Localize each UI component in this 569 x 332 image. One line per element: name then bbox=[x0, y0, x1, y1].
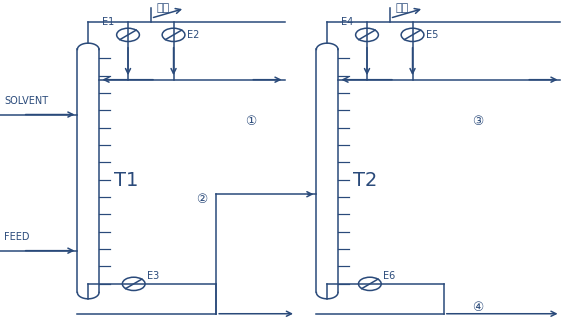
Text: ④: ④ bbox=[472, 300, 484, 314]
Text: E1: E1 bbox=[101, 17, 114, 27]
Text: FEED: FEED bbox=[4, 232, 30, 242]
Text: E2: E2 bbox=[187, 30, 199, 40]
Text: ③: ③ bbox=[472, 115, 484, 128]
Text: ①: ① bbox=[245, 115, 256, 128]
Text: T1: T1 bbox=[114, 171, 138, 191]
Text: SOLVENT: SOLVENT bbox=[4, 96, 48, 106]
Text: T2: T2 bbox=[353, 171, 377, 191]
Text: ②: ② bbox=[196, 193, 208, 206]
Text: 真空: 真空 bbox=[395, 3, 409, 13]
Text: E5: E5 bbox=[426, 30, 438, 40]
Text: E6: E6 bbox=[383, 271, 395, 281]
Text: E3: E3 bbox=[147, 271, 159, 281]
Text: 真空: 真空 bbox=[156, 3, 170, 13]
Text: E4: E4 bbox=[340, 17, 353, 27]
